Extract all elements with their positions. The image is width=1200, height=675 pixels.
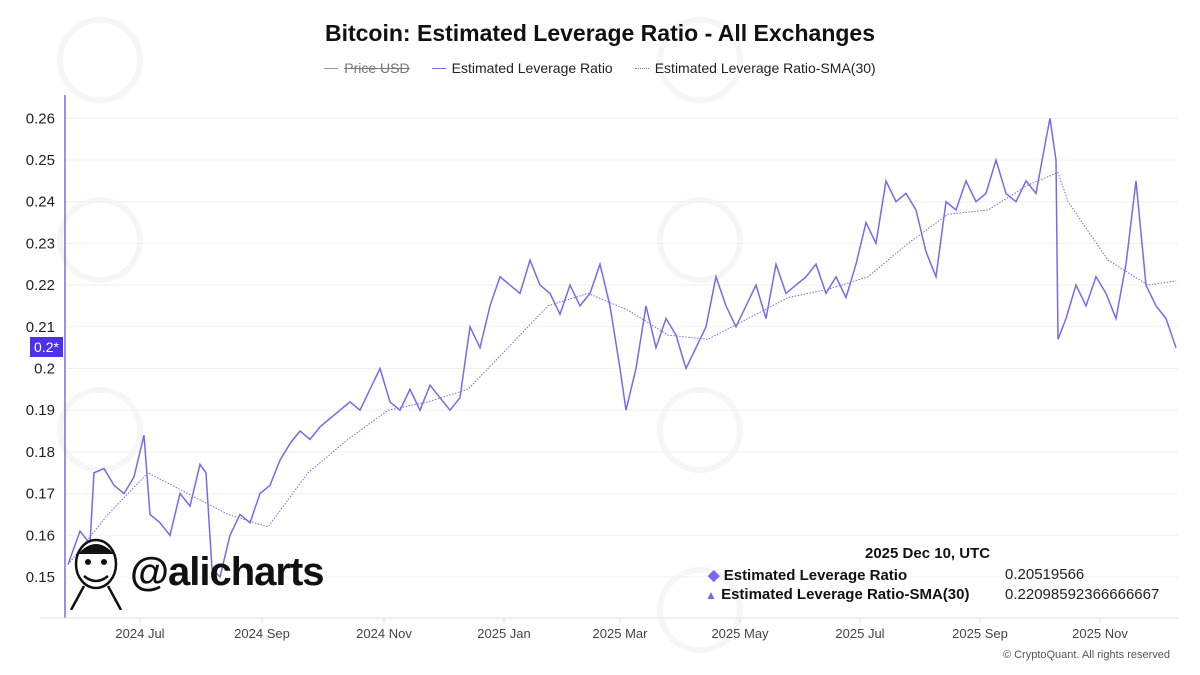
y-tick-label: 0.15 [26, 569, 55, 586]
y-tick-label: 0.24 [26, 194, 55, 211]
tooltip-row-sma: ▲ Estimated Leverage Ratio-SMA(30) [705, 586, 969, 603]
x-tick-label: 2024 Nov [356, 626, 412, 641]
tooltip-label: Estimated Leverage Ratio [723, 567, 908, 584]
legend-swatch [431, 67, 446, 69]
tooltip-label: Estimated Leverage Ratio-SMA(30) [721, 586, 970, 603]
y-tick-label: 0.26 [26, 110, 55, 127]
tooltip-date: 2025 Dec 10, UTC [865, 545, 991, 562]
chart-title: Bitcoin: Estimated Leverage Ratio - All … [324, 20, 875, 46]
y-tick-label: 0.22 [26, 277, 55, 294]
x-tick-label: 2025 Sep [952, 626, 1008, 641]
legend-item-price[interactable]: Price USD [324, 60, 410, 76]
legend-swatch [324, 67, 339, 69]
legend-label: Estimated Leverage Ratio-SMA(30) [654, 60, 876, 76]
copyright: © CryptoQuant. All rights reserved [1002, 649, 1170, 661]
tooltip-row-leverage: ◆ Estimated Leverage Ratio [708, 566, 907, 584]
legend-label: Price USD [344, 60, 410, 76]
y-tick-label: 0.2 [34, 361, 55, 378]
x-tick-label: 2024 Sep [234, 626, 290, 641]
legend-item-leverage[interactable]: Estimated Leverage Ratio [431, 60, 613, 76]
leverage-line [67, 118, 1177, 579]
alicharts-logo: @alicharts [66, 534, 325, 610]
alicharts-handle: @alicharts [130, 549, 325, 594]
diamond-icon: ◆ [708, 567, 720, 584]
y-tick-label: 0.16 [26, 527, 55, 544]
legend-swatch [634, 67, 649, 69]
legend-label: Estimated Leverage Ratio [451, 60, 613, 76]
legend-item-sma[interactable]: Estimated Leverage Ratio-SMA(30) [634, 60, 876, 76]
x-tick-label: 2025 Jul [835, 626, 884, 641]
y-tick-label: 0.21 [26, 319, 55, 336]
x-tick-label: 2025 May [711, 626, 769, 641]
y-tick-label: 0.17 [26, 486, 55, 503]
triangle-icon: ▲ [705, 588, 717, 602]
y-tick-label: 0.25 [26, 152, 55, 169]
y-tick-label: 0.18 [26, 444, 55, 461]
tooltip-value: 0.22098592366666667 [1005, 586, 1160, 603]
sma-line [67, 171, 1177, 565]
x-tick-label: 2025 Jan [477, 626, 531, 641]
x-tick-label: 2024 Jul [115, 626, 164, 641]
y-tick-label: 0.23 [26, 235, 55, 252]
avatar-icon [69, 538, 123, 610]
cursor-value-label: 0.2* [30, 337, 63, 357]
x-tick-label: 2025 Mar [593, 626, 649, 641]
legend: Price USD Estimated Leverage Ratio Estim… [0, 60, 1200, 76]
y-tick-label: 0.19 [26, 402, 55, 419]
x-tick-label: 2025 Nov [1072, 626, 1128, 641]
tooltip-value: 0.20519566 [1005, 566, 1085, 583]
